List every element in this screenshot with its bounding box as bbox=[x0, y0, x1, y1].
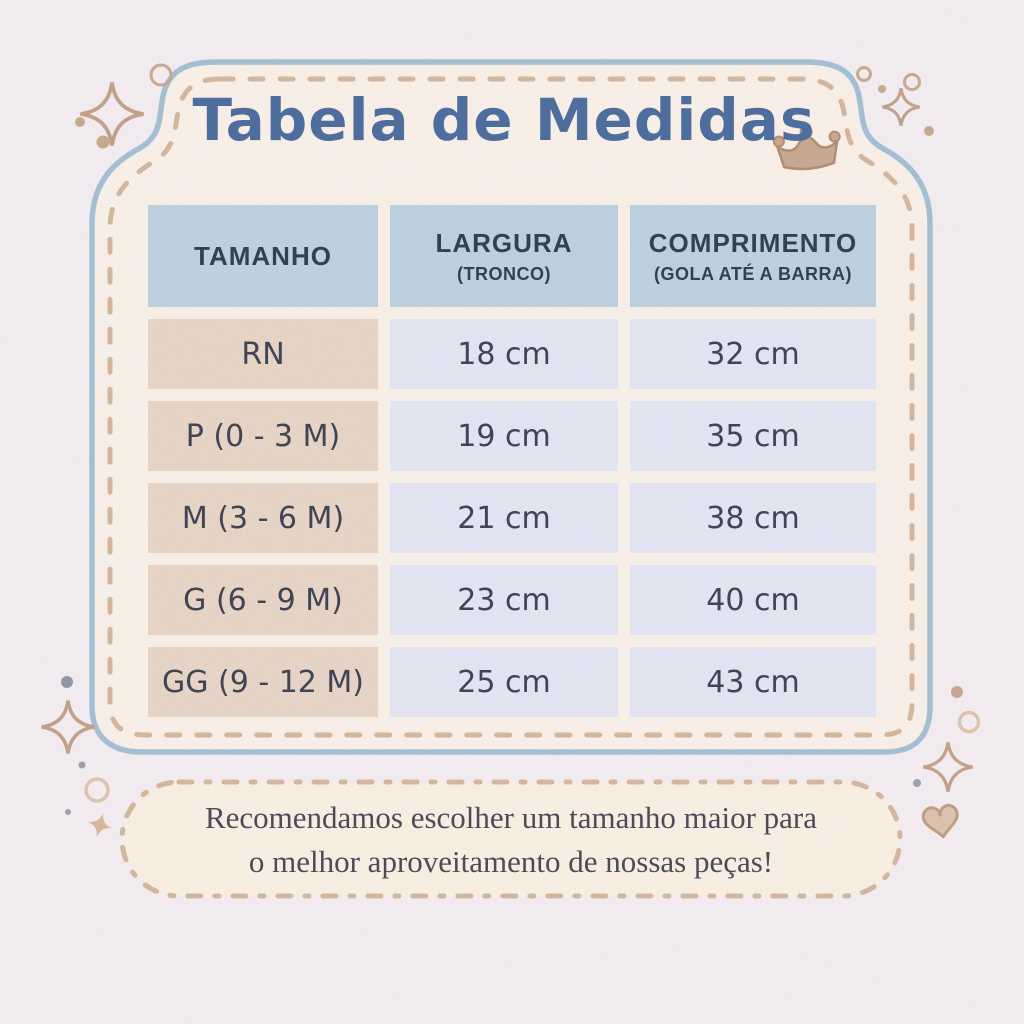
footer-note-line1: Recomendamos escolher um tamanho maior p… bbox=[204, 799, 818, 835]
circle-decoration bbox=[149, 63, 173, 87]
star-decoration bbox=[84, 809, 116, 841]
cell-length-m: 38 cm bbox=[630, 483, 876, 553]
heart-icon bbox=[921, 803, 959, 839]
dot-decoration bbox=[913, 779, 921, 787]
col-header-tamanho: TAMANHO bbox=[148, 205, 378, 307]
cell-width-m: 21 cm bbox=[390, 483, 618, 553]
cell-width-p: 19 cm bbox=[390, 401, 618, 471]
sparkle-icon-bottom-left bbox=[39, 698, 97, 756]
cell-size-rn: RN bbox=[148, 319, 378, 389]
cell-size-m: M (3 - 6 M) bbox=[148, 483, 378, 553]
cell-length-g: 40 cm bbox=[630, 565, 876, 635]
footer-note: Recomendamos escolher um tamanho maior p… bbox=[122, 783, 900, 896]
col-header-label: COMPRIMENTO bbox=[648, 227, 858, 258]
cell-width-gg: 25 cm bbox=[390, 647, 618, 717]
page-title: Tabela de Medidas bbox=[192, 86, 816, 154]
cell-width-rn: 18 cm bbox=[390, 319, 618, 389]
sparkle-icon-bottom-right bbox=[921, 740, 975, 794]
dot-decoration bbox=[65, 809, 71, 815]
col-header-sub: (TRONCO) bbox=[457, 263, 551, 284]
col-header-label: LARGURA bbox=[435, 227, 573, 258]
col-header-sub: (GOLA ATÉ A BARRA) bbox=[654, 263, 852, 284]
circle-decoration bbox=[957, 710, 981, 734]
cell-length-gg: 43 cm bbox=[630, 647, 876, 717]
cell-size-g: G (6 - 9 M) bbox=[148, 565, 378, 635]
col-header-largura: LARGURA (TRONCO) bbox=[390, 205, 618, 307]
cell-width-g: 23 cm bbox=[390, 565, 618, 635]
col-header-comprimento: COMPRIMENTO (GOLA ATÉ A BARRA) bbox=[630, 205, 876, 307]
dot-decoration bbox=[951, 686, 963, 698]
col-header-label: TAMANHO bbox=[194, 240, 332, 271]
cell-size-p: P (0 - 3 M) bbox=[148, 401, 378, 471]
cell-length-rn: 32 cm bbox=[630, 319, 876, 389]
size-table: TAMANHO LARGURA (TRONCO) COMPRIMENTO (GO… bbox=[148, 205, 876, 717]
dot-decoration bbox=[61, 676, 73, 688]
cell-length-p: 35 cm bbox=[630, 401, 876, 471]
circle-decoration bbox=[84, 777, 110, 803]
dot-decoration bbox=[78, 761, 86, 769]
cell-size-gg: GG (9 - 12 M) bbox=[148, 647, 378, 717]
footer-note-line2: o melhor aproveitamento de nossas peças! bbox=[248, 843, 774, 879]
circle-decoration bbox=[856, 66, 872, 82]
